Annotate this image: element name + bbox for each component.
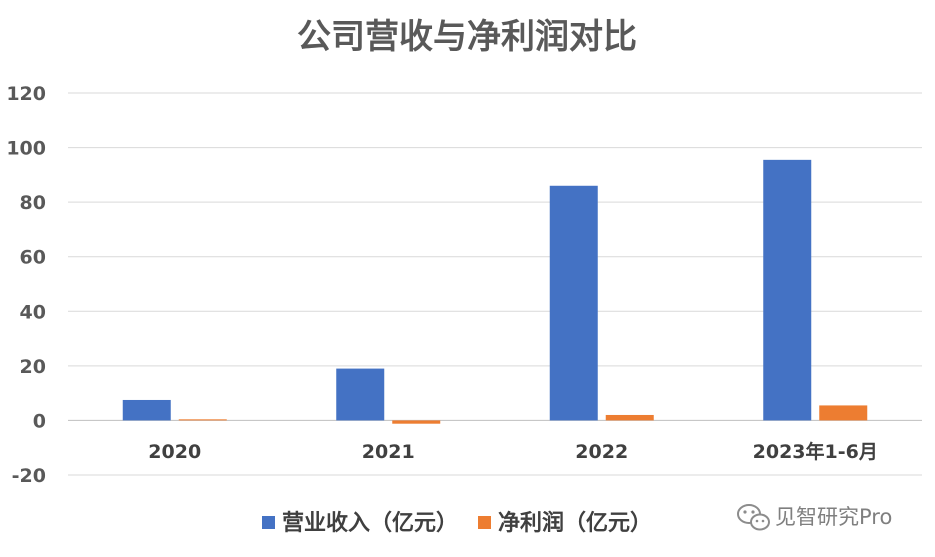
bar-revenue-2 [549, 185, 598, 421]
wechat-icon [737, 504, 770, 531]
legend-label: 营业收入（亿元） [282, 510, 458, 536]
y-tick-label: -20 [12, 465, 46, 487]
bars [122, 159, 868, 424]
legend-swatch [478, 516, 491, 529]
bar-net-profit-2 [605, 414, 654, 421]
bar-revenue-3 [763, 159, 812, 421]
chart-title: 公司营收与净利润对比 [297, 17, 637, 57]
y-tick-label: 80 [20, 192, 46, 214]
x-tick-label: 2022 [575, 441, 628, 463]
watermark: 见智研究Pro [737, 504, 892, 531]
y-tick-label: 20 [20, 356, 46, 378]
x-tick-label: 2021 [362, 441, 415, 463]
bar-revenue-1 [336, 368, 385, 421]
y-tick-label: 0 [33, 410, 46, 432]
bar-net-profit-3 [819, 405, 868, 421]
bar-net-profit-1 [392, 420, 441, 424]
legend-swatch [262, 516, 275, 529]
y-tick-label: 40 [20, 301, 46, 323]
bar-net-profit-0 [178, 419, 227, 421]
y-tick-label: 120 [6, 83, 46, 105]
y-tick-label: 100 [6, 138, 46, 160]
x-axis: 2020 2021 2022 2023年1-6月 [148, 440, 878, 463]
y-tick-label: 60 [20, 247, 46, 269]
x-tick-label: 2023年1-6月 [753, 440, 878, 463]
bar-revenue-0 [122, 399, 171, 421]
watermark-text: 见智研究Pro [775, 505, 892, 529]
legend-label: 净利润（亿元） [498, 510, 652, 536]
y-axis: -20 0 20 40 60 80 100 120 [6, 83, 46, 487]
x-tick-label: 2020 [148, 441, 201, 463]
legend: 营业收入（亿元） 净利润（亿元） [262, 510, 652, 536]
